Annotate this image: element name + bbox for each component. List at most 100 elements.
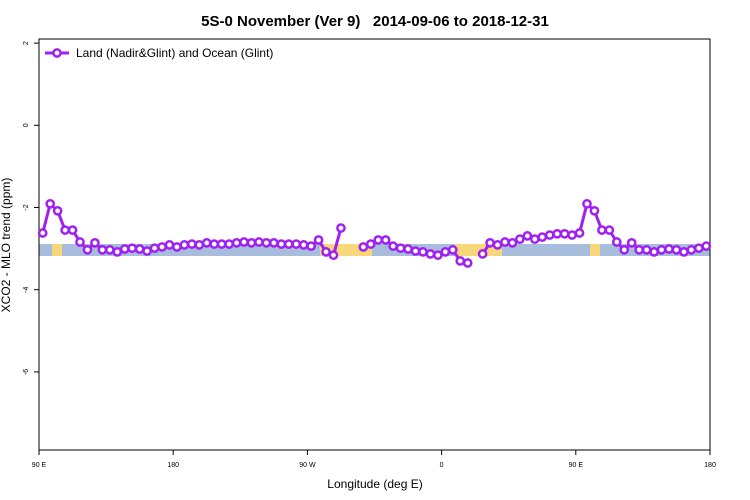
data-point [634,244,645,255]
data-point [306,241,316,251]
land-band [52,244,62,256]
data-point [179,240,190,250]
data-point [589,205,600,216]
data-point [455,256,466,266]
data-point [462,258,473,268]
data-point [269,238,279,248]
data-point [90,238,100,248]
data-point [104,244,115,255]
data-point [216,239,227,249]
x-tick-label: 180 [704,462,716,469]
x-axis-label: Longitude (deg E) [327,477,422,491]
data-point [373,235,384,245]
data-point [172,242,182,252]
data-point [388,241,398,251]
data-point [52,205,63,216]
data-point [119,244,130,254]
data-point [157,242,167,252]
data-point [276,239,287,249]
data-point [433,250,443,261]
y-tick-label: 0 [23,123,30,127]
data-point [656,244,667,255]
data-point [537,232,548,242]
data-point [641,244,652,255]
data-point [149,243,160,254]
data-point [45,198,56,209]
data-point [410,246,421,256]
y-axis-label: XCO2 - MLO trend (ppm) [0,178,13,313]
x-tick-label: 0 [440,462,444,469]
data-point [231,238,242,248]
x-tick-label: 180 [167,462,179,469]
data-point [365,239,376,249]
data-point [544,230,555,240]
data-point [37,228,48,238]
x-tick-label: 90 E [569,462,584,469]
data-point [418,247,428,257]
legend-label: Land (Nadir&Glint) and Ocean (Glint) [76,46,273,60]
data-point [67,225,78,235]
data-point [611,237,622,247]
data-point [597,225,607,235]
data-point [134,244,145,254]
y-tick-label: -6 [23,369,30,375]
data-point [485,238,495,248]
data-point [649,247,659,257]
x-tick-label: 90 E [32,462,47,469]
legend-marker [52,48,62,58]
data-point [328,250,339,261]
data-point [261,238,272,248]
data-point [239,237,249,247]
y-tick-label: -4 [23,286,30,292]
data-point [522,231,533,241]
data-point [283,239,294,249]
data-point [679,247,689,257]
data-point [112,247,123,257]
data-point [209,239,220,249]
data-point [403,244,413,254]
data-point [246,238,257,248]
data-point [60,225,70,235]
data-point [582,198,592,209]
data-point [164,240,175,250]
data-point [574,228,585,238]
y-tick-label: 2 [23,41,30,45]
data-point [604,225,615,235]
data-point [686,244,697,255]
data-point [559,228,570,239]
data-point [97,244,108,255]
data-point [224,239,234,249]
data-point [425,249,436,259]
data-point [194,240,205,250]
data-point [254,237,264,247]
data-point [321,247,331,257]
data-point [395,243,406,254]
data-point [671,244,682,255]
data-point [380,235,391,245]
data-point [313,235,324,245]
data-point [440,247,451,257]
data-point [500,237,510,247]
data-point [664,244,674,254]
data-point [619,244,630,255]
data-point [201,238,212,248]
data-point [336,223,346,233]
data-point [75,237,85,247]
data-point [358,242,369,252]
data-point [477,249,488,259]
data-point [186,239,197,249]
data-point [142,246,152,256]
y-tick-label: -2 [23,204,30,210]
data-point [82,244,93,255]
data-point [693,243,704,254]
data-point [492,240,503,250]
data-point [298,240,309,250]
data-point [447,244,458,255]
data-point [567,230,577,240]
data-point [552,228,563,239]
data-point [529,234,540,245]
data-point [291,239,302,249]
chart-title: 5S-0 November (Ver 9) 2014-09-06 to 2018… [201,13,549,30]
data-point [507,238,518,248]
